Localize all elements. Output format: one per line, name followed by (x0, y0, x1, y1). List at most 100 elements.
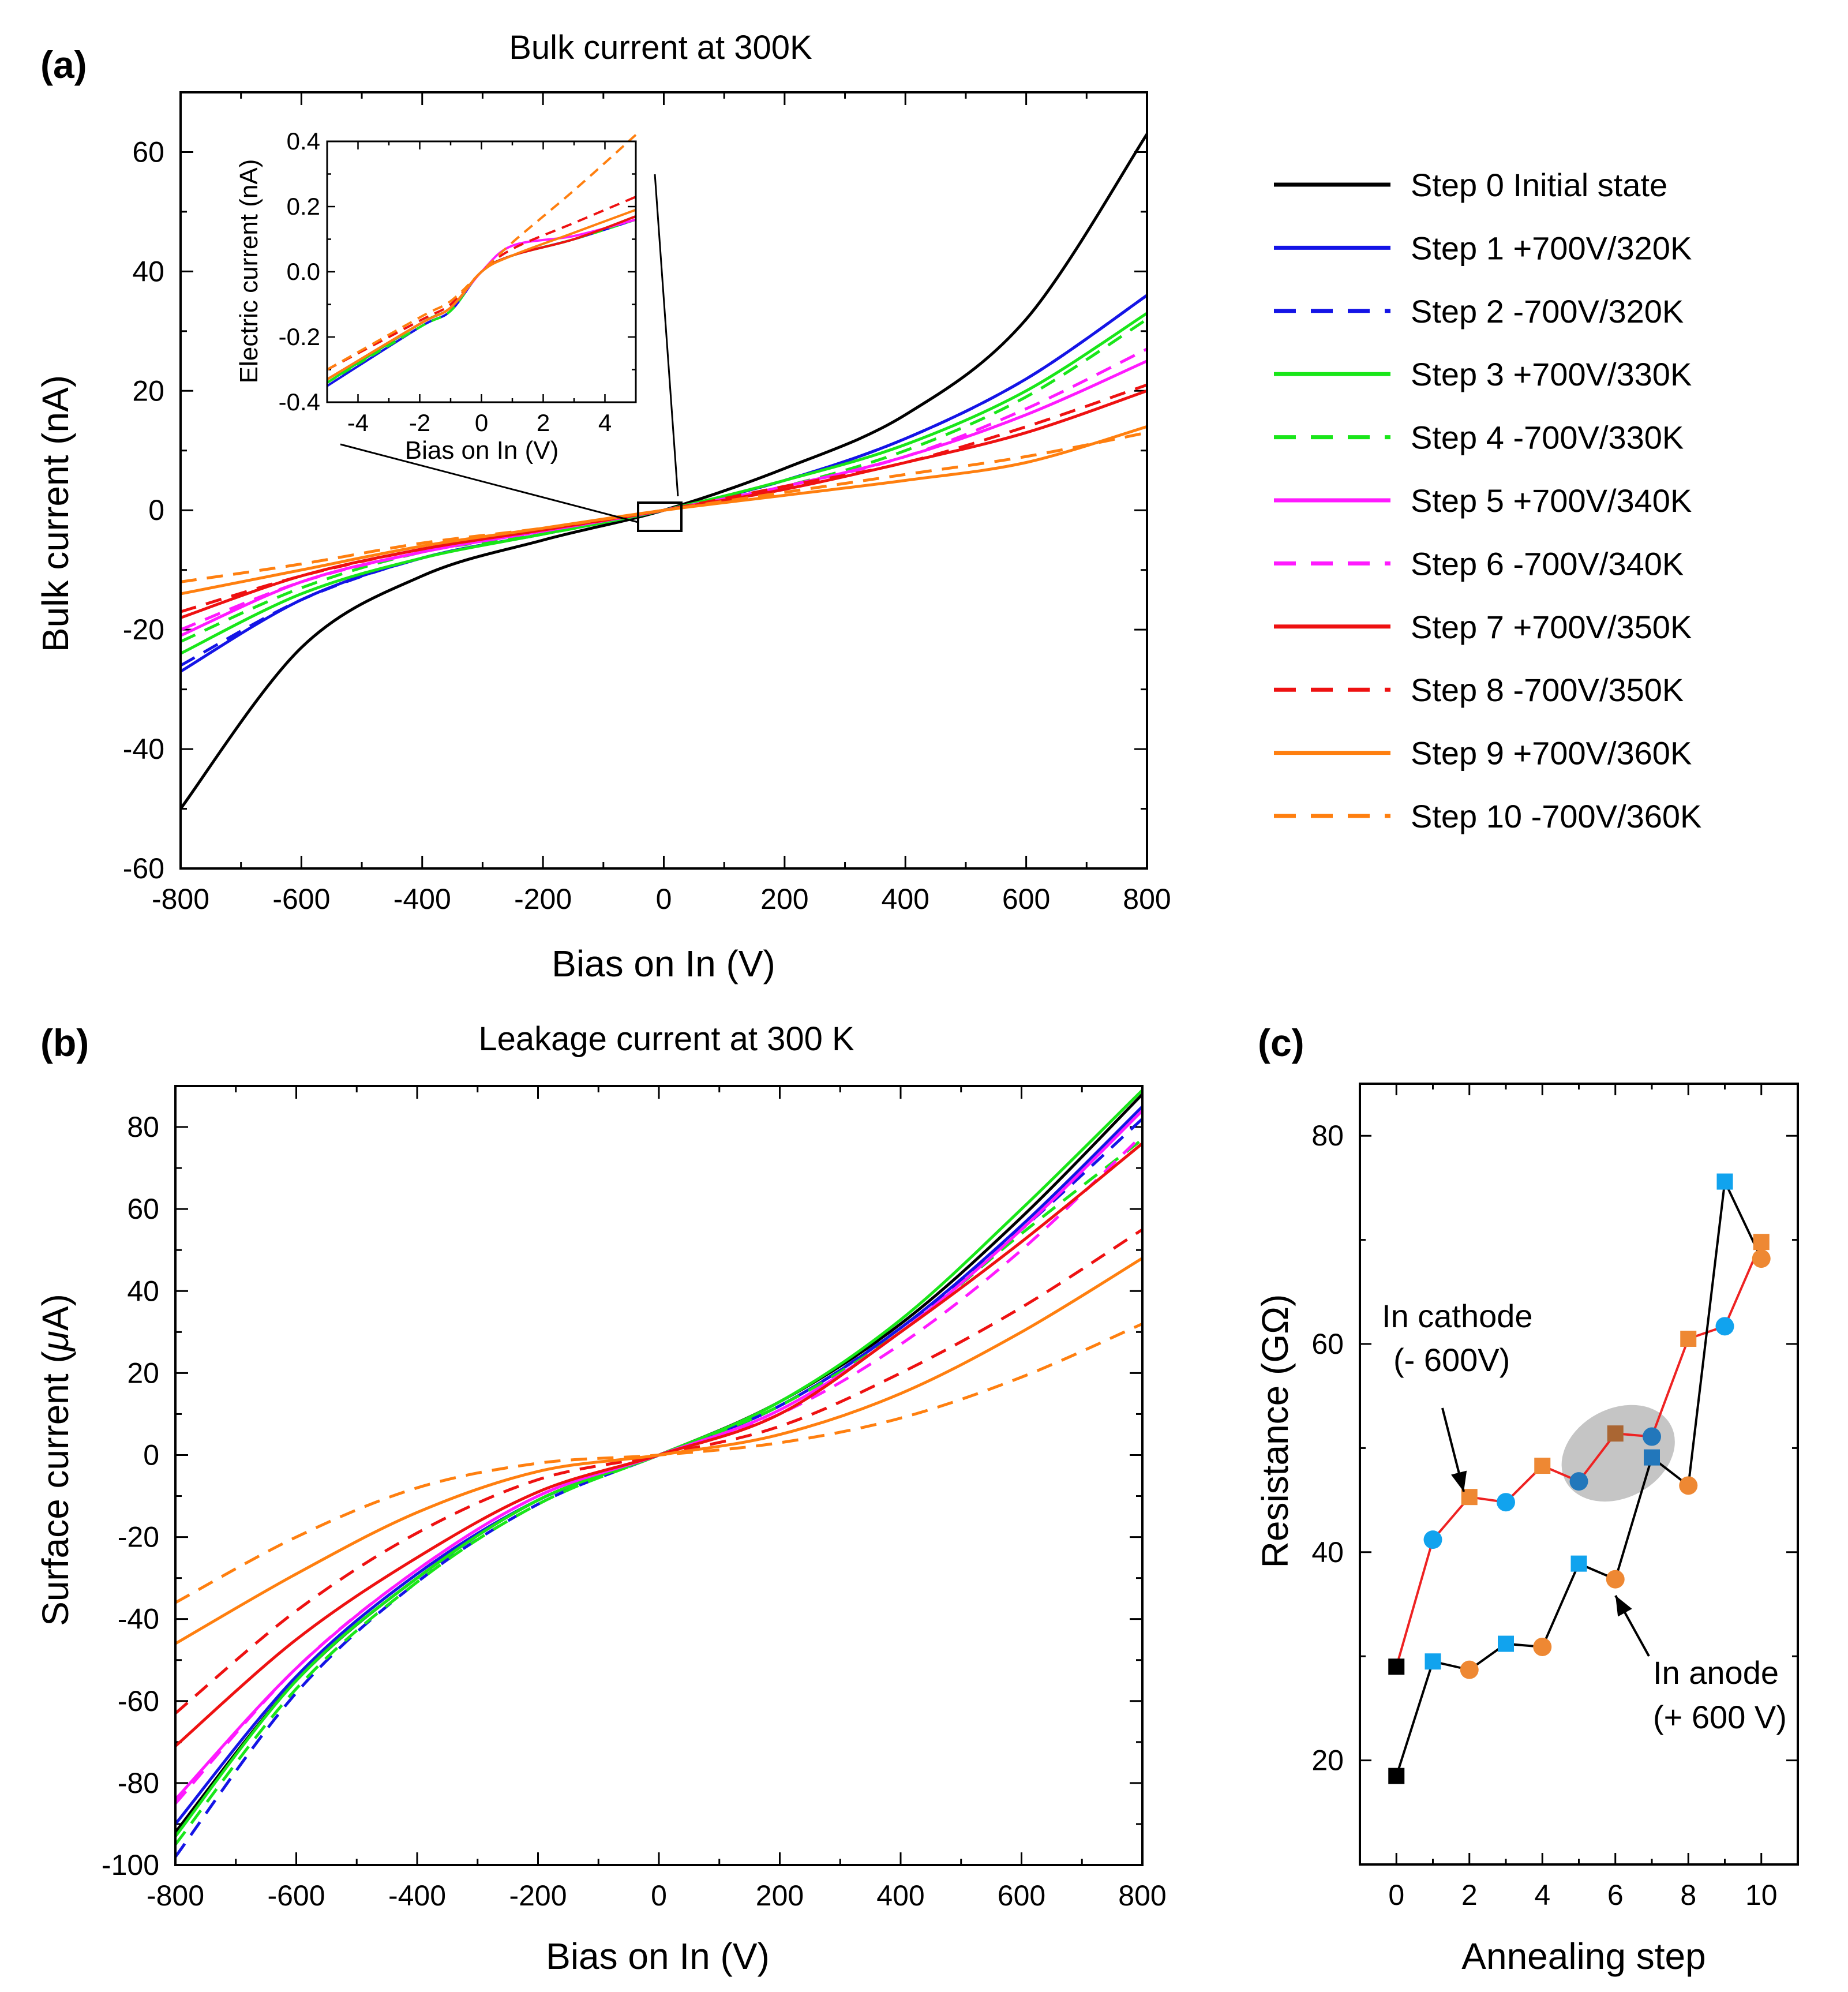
panel-b-ylabel: Surface current (μA) (35, 1294, 76, 1626)
x-tick-label: 200 (760, 883, 808, 915)
series-line-step-2-700v-320k (179, 294, 1148, 667)
panel-a-ticks: -800 -600 -400 -200 0 200 400 600 800-60-40-2002… (123, 92, 1171, 915)
panel-c-ticks: 0 2 4 6 8 10 20 40 60 80 (1311, 1084, 1798, 1911)
marker-square (1570, 1555, 1587, 1572)
panel-b-ticks: -800 -600 -400 -200 0 200 400 600 800-100-80-60-… (102, 1086, 1167, 1912)
inset-frame (326, 140, 637, 403)
y-tick-label: 0.0 (287, 258, 320, 285)
marker-circle (1715, 1317, 1734, 1336)
anode-annotation-line2: (+ 600 V) (1653, 1699, 1787, 1735)
marker-circle (1423, 1530, 1442, 1549)
panel-b-label: (b) (40, 1021, 89, 1064)
series-line-step-1-700v-320k (174, 1105, 1144, 1825)
y-tick-label: -0.2 (279, 323, 320, 350)
y-tick-label: 40 (1311, 1536, 1344, 1568)
marker-circle (1569, 1472, 1588, 1491)
series-line-step-2-700v-320k (174, 1117, 1144, 1858)
marker-circle (1643, 1427, 1661, 1446)
marker-square (1607, 1425, 1624, 1442)
y-tick-label: 20 (1311, 1744, 1344, 1777)
y-tick-label: 60 (127, 1193, 159, 1225)
marker-square (1425, 1653, 1441, 1670)
y-tick-label: 40 (132, 255, 164, 287)
y-tick-label: 80 (127, 1111, 159, 1143)
series-line-step-4-700v-330k (179, 318, 1148, 643)
y-tick-label: -60 (123, 852, 164, 885)
series-line-step-6-700v-340k (174, 1134, 1144, 1805)
series-line-step-3-700v-330k (174, 1089, 1144, 1837)
marker-circle (1752, 1249, 1771, 1268)
series-line-step-8-700v-350k (180, 383, 1148, 613)
cathode-annotation-line2: (- 600V) (1393, 1342, 1510, 1378)
panel-b-title: Leakage current at 300 K (478, 1020, 854, 1058)
legend-label: Step 10 -700V/360K (1411, 798, 1701, 834)
x-tick-label: -600 (267, 1879, 325, 1912)
panel-c-frame (1359, 1083, 1799, 1866)
annotation-arrows (1441, 1407, 1650, 1657)
y-tick-label: -40 (123, 733, 164, 765)
legend-label: Step 9 +700V/360K (1411, 735, 1692, 772)
x-tick-label: 0 (1388, 1879, 1404, 1911)
marker-square (1716, 1173, 1733, 1190)
legend-label: Step 6 -700V/340K (1411, 545, 1684, 582)
legend: Step 0 Initial state Step 1 +700V/320K Ste… (1274, 167, 1701, 834)
y-tick-label: -20 (118, 1521, 159, 1553)
x-tick-label: -200 (514, 883, 572, 915)
marker-square (1644, 1449, 1660, 1466)
x-tick-label: 0 (651, 1879, 667, 1912)
x-tick-label: 4 (598, 409, 612, 436)
y-tick-label: 0.4 (287, 128, 320, 155)
x-tick-label: -200 (509, 1879, 567, 1912)
y-tick-label: 80 (1311, 1119, 1344, 1152)
series-line-step-0-initial-state (174, 1093, 1144, 1833)
cluster-highlight-ellipse (1561, 1405, 1675, 1502)
series-line-step-8-700v-350k (174, 1228, 1144, 1715)
series-line-step-0-initial-state (179, 133, 1149, 810)
panel-a-label: (a) (40, 43, 87, 86)
series-line-step-10-700v-360k (180, 431, 1148, 583)
x-tick-label: 0 (475, 409, 488, 436)
panel-a-series (179, 133, 1149, 810)
legend-label: Step 5 +700V/340K (1411, 482, 1692, 519)
y-tick-label: 20 (127, 1357, 159, 1389)
legend-label: Step 2 -700V/320K (1411, 293, 1684, 329)
series-line-step-6-700v-340k (180, 347, 1148, 631)
y-tick-label: 60 (1311, 1328, 1344, 1360)
panel-b-ylabel-prefix: Surface current ( (35, 1351, 76, 1626)
marker-square (1388, 1768, 1405, 1784)
x-tick-label: -600 (272, 883, 330, 915)
series-line-step-8-700v-350k (327, 196, 636, 371)
legend-label: Step 8 -700V/350K (1411, 672, 1684, 708)
y-tick-label: 0 (148, 494, 164, 526)
anode-arrow-head (1615, 1596, 1632, 1617)
panel-b-xlabel: Bias on In (V) (546, 1935, 770, 1977)
anode-annotation-line1: In anode (1653, 1654, 1779, 1691)
x-tick-label: 400 (876, 1879, 924, 1912)
x-tick-label: 600 (998, 1879, 1045, 1912)
panel-a-title: Bulk current at 300K (509, 29, 812, 66)
marker-circle (1606, 1570, 1625, 1589)
inset-series (326, 134, 637, 387)
panel-c-label: (c) (1258, 1021, 1305, 1064)
marker-square (1388, 1658, 1405, 1675)
x-tick-label: 10 (1745, 1879, 1778, 1911)
y-tick-label: -0.4 (279, 388, 320, 415)
marker-circle (1679, 1476, 1698, 1495)
panel-a-frame (179, 91, 1148, 870)
series-line-step-1-700v-320k (179, 294, 1148, 673)
series-line-step-10-700v-360k (174, 1322, 1144, 1604)
x-tick-label: 2 (537, 409, 550, 436)
marker-square (1498, 1635, 1514, 1652)
series-line-step-3-700v-330k (179, 312, 1148, 655)
panel-b-series (174, 1089, 1144, 1858)
y-tick-label: -40 (118, 1603, 159, 1635)
x-tick-label: 2 (1461, 1879, 1478, 1911)
legend-label: Step 7 +700V/350K (1411, 609, 1692, 645)
zoom-connector-right (654, 174, 679, 497)
panel-b-ylabel-mu: μ (35, 1331, 76, 1352)
x-tick-label: 8 (1680, 1879, 1696, 1911)
zoom-box (637, 501, 683, 532)
panel-c-ylabel: Resistance (GΩ) (1254, 1294, 1296, 1568)
series-line-step-4-700v-330k (174, 1138, 1144, 1846)
